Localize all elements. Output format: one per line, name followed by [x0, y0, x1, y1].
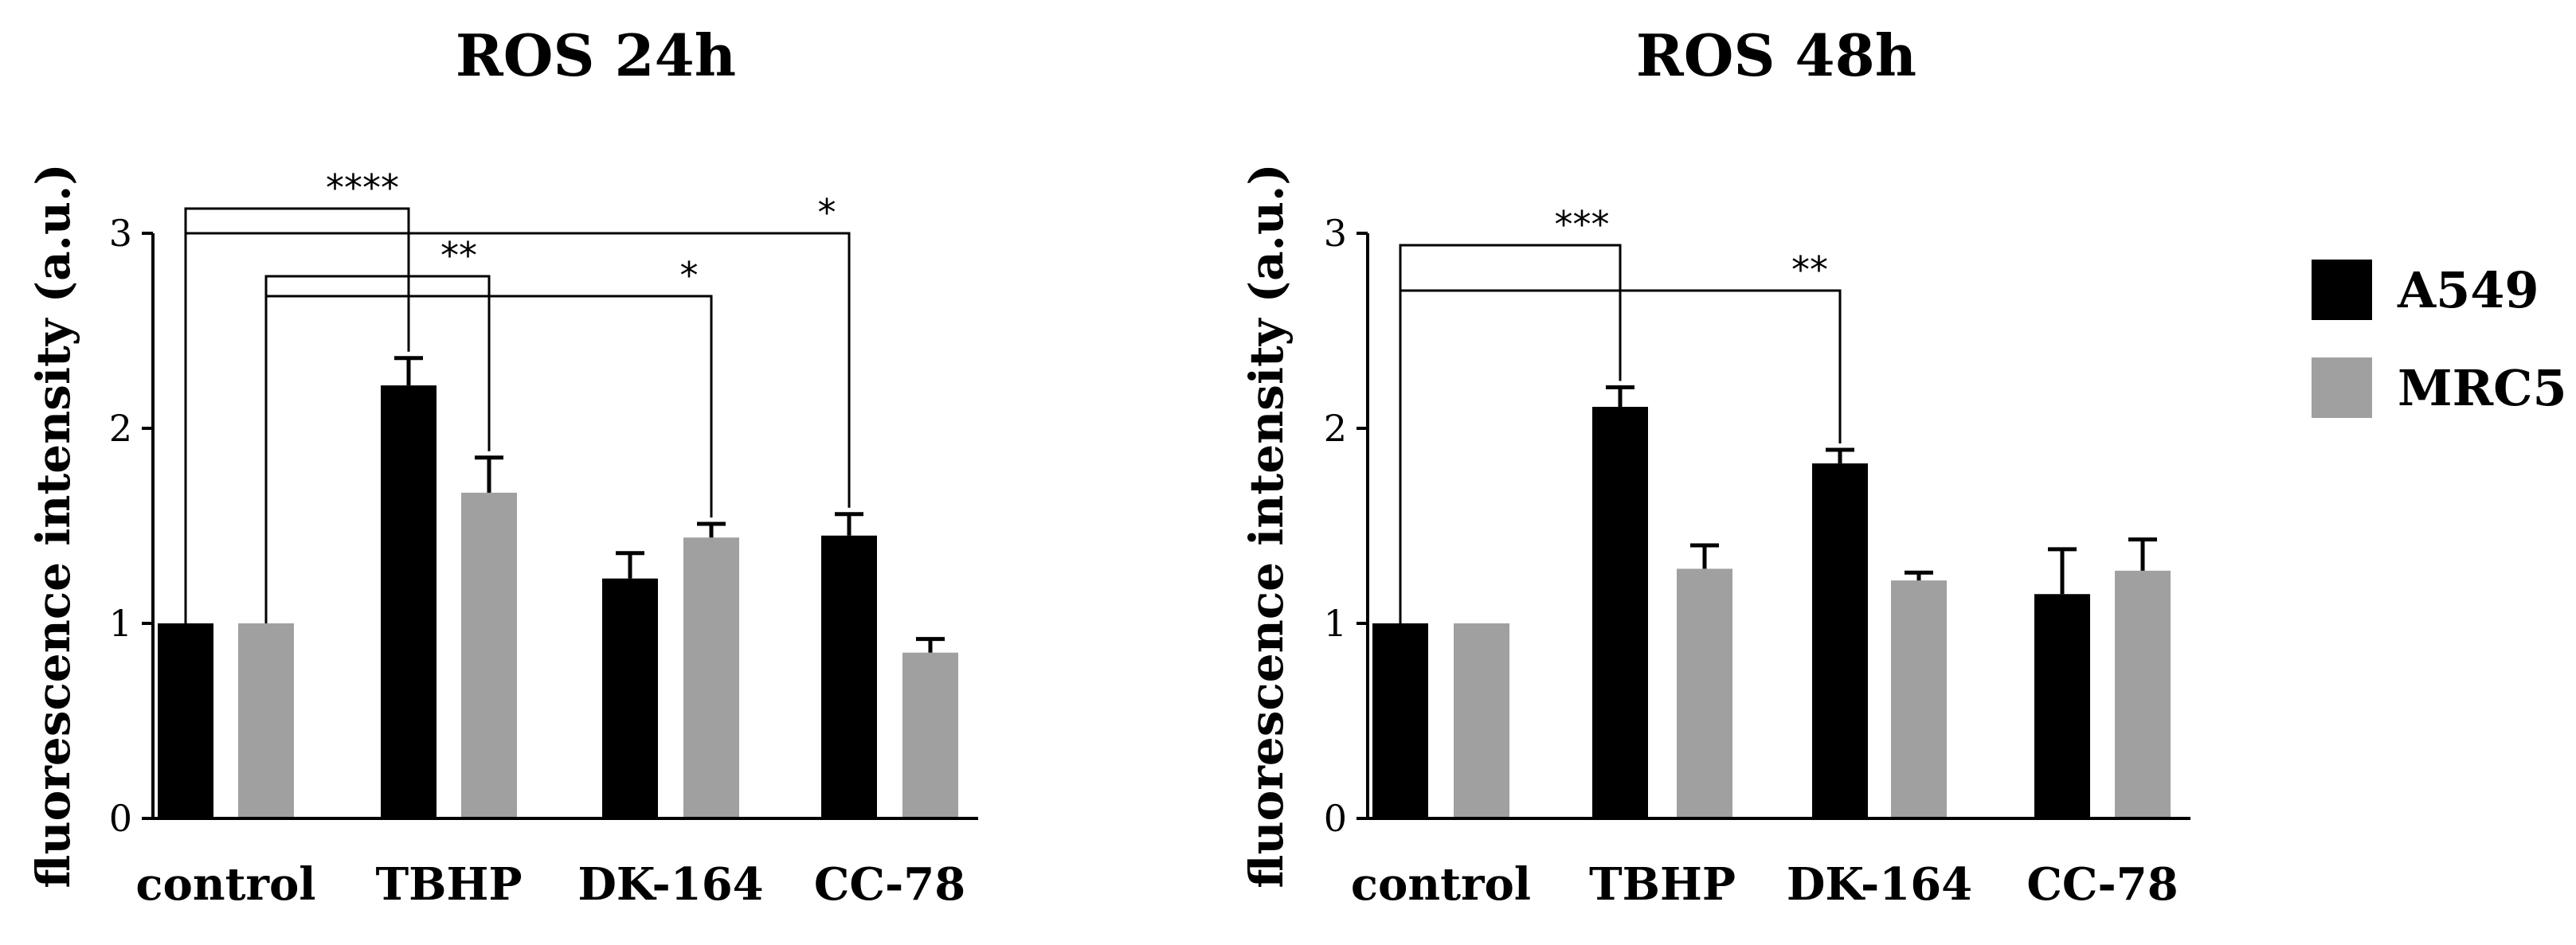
significance-label: ***: [1555, 203, 1610, 246]
y-axis-label: fluorescence intensity (a.u.): [1239, 163, 1294, 888]
bracket-control-cc78-a549: [184, 232, 851, 623]
bracket-control-tbhp-a549: [184, 207, 410, 623]
y-tick-label: 1: [109, 602, 132, 645]
significance-label: **: [440, 234, 477, 277]
panel-ros-24h: ROS 24h fluorescence intensity (a.u.) 0 1 2 3…: [26, 21, 978, 911]
bar-a549-tbhp: [381, 385, 437, 819]
bar-mrc5-dk-164: [683, 537, 739, 818]
bar-mrc5-control: [1454, 623, 1509, 818]
significance-label: ****: [326, 166, 399, 209]
chart-title: ROS 48h: [1636, 21, 1916, 89]
legend-swatch-a549: [2312, 260, 2372, 320]
bar-a549-tbhp: [1592, 407, 1648, 818]
bar-a549-dk-164: [1812, 463, 1868, 818]
bracket-control-tbhp-a549: [1399, 244, 1622, 623]
y-tick-label: 2: [1324, 407, 1347, 450]
bar-mrc5-tbhp: [1677, 568, 1732, 818]
y-tick-label: 0: [109, 797, 132, 840]
y-tick-label: 0: [1324, 797, 1347, 840]
legend-label-a549: A549: [2397, 261, 2539, 319]
x-tick-label-tbhp: TBHP: [375, 858, 522, 911]
panel-ros-48h: ROS 48h fluorescence intensity (a.u.) 0 1 2 3…: [1239, 21, 2190, 911]
significance-label: *: [818, 191, 836, 234]
y-tick-label: 2: [109, 407, 132, 450]
y-tick-label: 3: [109, 212, 132, 255]
x-tick-label-tbhp: TBHP: [1589, 858, 1736, 911]
x-tick-label-dk-164: DK-164: [577, 858, 763, 911]
bracket-control-dk164-a549: [1399, 289, 1842, 623]
chart-title: ROS 24h: [456, 21, 736, 89]
bar-a549-control: [158, 623, 213, 818]
legend-swatch-mrc5: [2312, 357, 2372, 418]
x-tick-label-control: control: [135, 858, 315, 911]
legend-label-mrc5: MRC5: [2398, 359, 2567, 417]
bar-mrc5-tbhp: [461, 492, 517, 818]
x-tick-label-control: control: [1351, 858, 1531, 911]
x-tick-label-cc-78: CC-78: [2026, 858, 2178, 911]
bracket-control-dk164-mrc5: [264, 295, 713, 623]
bar-mrc5-cc-78: [902, 652, 958, 818]
x-tick-label-dk-164: DK-164: [1787, 858, 1972, 911]
bar-a549-cc-78: [2034, 594, 2090, 818]
bracket-control-tbhp-mrc5: [264, 275, 491, 623]
bar-mrc5-cc-78: [2115, 570, 2171, 818]
bar-mrc5-control: [238, 623, 294, 818]
significance-label: *: [680, 254, 699, 297]
significance-label: **: [1791, 248, 1828, 291]
bar-a549-dk-164: [602, 578, 658, 818]
bar-a549-control: [1372, 623, 1428, 818]
y-tick-label: 1: [1324, 602, 1347, 645]
y-axis-label: fluorescence intensity (a.u.): [26, 163, 80, 888]
x-tick-label-cc-78: CC-78: [814, 858, 965, 911]
bar-mrc5-dk-164: [1891, 580, 1947, 818]
legend: A549 MRC5: [2312, 260, 2567, 418]
y-tick-label: 3: [1324, 212, 1347, 255]
bar-a549-cc-78: [821, 535, 877, 818]
